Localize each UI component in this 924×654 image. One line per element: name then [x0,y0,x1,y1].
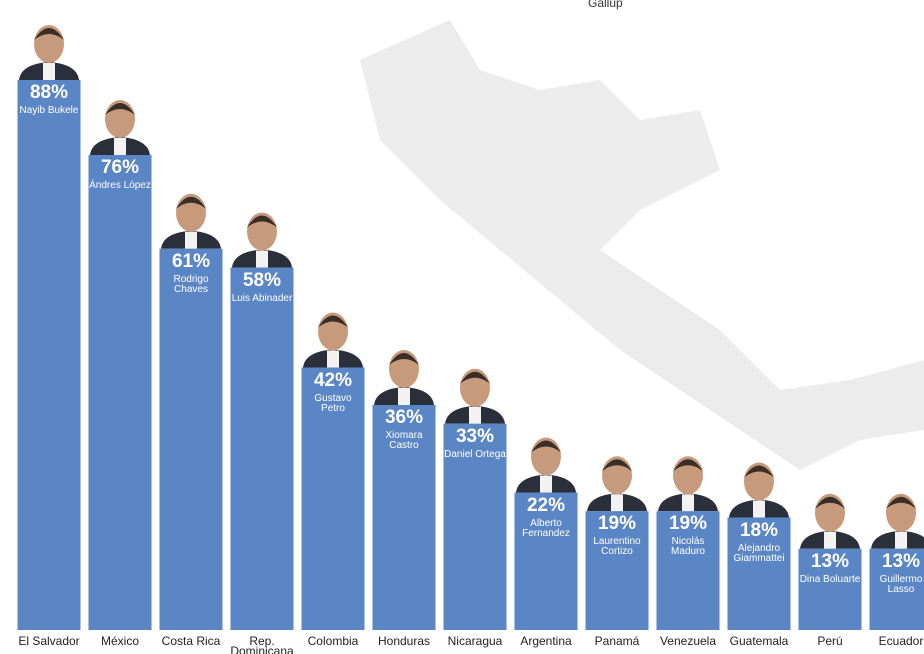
portrait-shirt [185,232,197,249]
value-label: 19% [655,513,721,535]
value-label: 61% [158,251,224,273]
value-label: 36% [371,407,437,429]
portrait-shirt [327,351,339,368]
president-name: Gustavo Petro [302,394,364,414]
president-name: Nayib Bukele [18,106,80,116]
portrait-shirt [256,251,268,268]
president-name: Xiomara Castro [373,431,435,451]
portrait-shirt [753,501,765,518]
value-label: 33% [442,426,508,448]
x-tick-label: Honduras [368,636,440,646]
value-label: 76% [87,157,153,179]
president-name: Alejandro Giammattei [728,544,790,564]
x-tick-label: Ecuador [865,636,924,646]
value-label: 58% [229,270,295,292]
president-name: Ándres López [89,181,151,191]
president-name: Laurentino Cortizo [586,537,648,557]
portrait-shirt [824,532,836,549]
portrait-shirt [611,494,623,511]
president-name: Nicolás Maduro [657,537,719,557]
value-label: 88% [16,82,82,104]
x-tick-label: Venezuela [652,636,724,646]
portrait-shirt [895,532,907,549]
x-tick-label: El Salvador [13,636,85,646]
x-tick-label: Argentina [510,636,582,646]
bar [89,155,152,630]
source-label: Gallup [588,0,623,10]
bar [231,268,294,631]
x-tick-label: Panamá [581,636,653,646]
portrait-shirt [469,407,481,424]
x-tick-label: Nicaragua [439,636,511,646]
value-label: 13% [797,551,863,573]
x-tick-label: Costa Rica [155,636,227,646]
x-tick-label: Perú [794,636,866,646]
portrait-shirt [540,476,552,493]
portrait-shirt [43,63,55,80]
value-label: 22% [513,495,579,517]
bar [160,249,223,630]
map-background [360,20,924,470]
portrait-shirt [398,388,410,405]
x-tick-label: Rep. Dominicana [226,636,298,654]
infographic: Gallup 88% Nayib Bukele El Salvador 76% Ándr… [0,0,924,654]
president-name: Alberto Fernandez [515,519,577,539]
x-tick-label: Guatemala [723,636,795,646]
president-name: Rodrigo Chaves [160,275,222,295]
portrait-shirt [682,494,694,511]
value-label: 19% [584,513,650,535]
x-tick-label: México [84,636,156,646]
bar [18,80,81,630]
president-name: Guillermo Lasso [870,575,924,595]
president-name: Luis Abinader [231,294,293,304]
president-name: Dina Boluarte [799,575,861,585]
value-label: 42% [300,370,366,392]
x-tick-label: Colombia [297,636,369,646]
president-name: Daniel Ortega [444,450,506,460]
portrait-shirt [114,138,126,155]
value-label: 13% [868,551,924,573]
value-label: 18% [726,520,792,542]
